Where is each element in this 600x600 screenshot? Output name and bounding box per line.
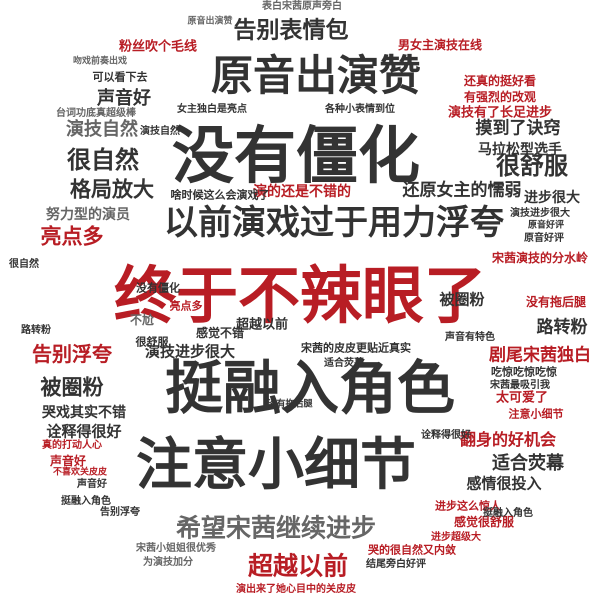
cloud-word: 挺融入角色 bbox=[61, 496, 111, 507]
cloud-word: 真的打动人心 bbox=[42, 440, 102, 451]
cloud-word: 不喜欢关皮皮 bbox=[52, 467, 108, 478]
cloud-word: 吻戏前奏出戏 bbox=[72, 56, 128, 67]
cloud-word: 表白宋茜原声旁白 bbox=[262, 1, 342, 12]
cloud-word: 很舒服 bbox=[496, 152, 568, 180]
cloud-word: 进步超级大 bbox=[431, 532, 481, 543]
cloud-word: 没有僵化 bbox=[171, 119, 421, 192]
cloud-word: 路转粉 bbox=[21, 325, 51, 336]
cloud-word: 可以看下去 bbox=[92, 70, 148, 84]
cloud-word: 进步很大 bbox=[524, 190, 580, 206]
cloud-word: 告别表情包 bbox=[233, 17, 349, 44]
cloud-word: 注意小细节 bbox=[136, 433, 416, 498]
cloud-word: 挺融入角色 bbox=[164, 354, 456, 422]
cloud-word: 台词功底真超级棒 bbox=[56, 108, 136, 119]
cloud-word: 翻身的好机会 bbox=[459, 430, 557, 449]
cloud-word: 感觉不错 bbox=[195, 326, 245, 340]
cloud-word: 粉丝吹个毛线 bbox=[118, 39, 198, 55]
cloud-word: 路转粉 bbox=[536, 317, 588, 338]
cloud-word: 结尾旁白好评 bbox=[366, 559, 426, 570]
cloud-word: 超越以前 bbox=[235, 317, 289, 333]
cloud-word: 诠释得很好 bbox=[421, 430, 471, 441]
cloud-word: 努力型的演员 bbox=[46, 207, 130, 223]
cloud-word: 很自然 bbox=[9, 259, 39, 270]
cloud-word: 女主独白是亮点 bbox=[177, 104, 247, 115]
cloud-word: 告别浮夸 bbox=[32, 342, 112, 366]
cloud-word: 哭戏其实不错 bbox=[42, 405, 126, 421]
cloud-word: 被圈粉 bbox=[40, 375, 104, 400]
cloud-word: 原音好评 bbox=[527, 220, 565, 231]
cloud-word: 没有拖后腿 bbox=[267, 399, 313, 410]
cloud-word: 演技进步很大 bbox=[510, 208, 570, 219]
cloud-word: 摸到了诀窍 bbox=[475, 118, 561, 139]
cloud-word: 注意小细节 bbox=[508, 407, 564, 421]
cloud-word: 吃惊吃惊吃惊 bbox=[491, 365, 557, 379]
cloud-word: 啥时候这么会演戏了 bbox=[170, 188, 270, 202]
cloud-word: 宋茜最吸引我 bbox=[490, 380, 550, 391]
cloud-word: 终于不辣眼了 bbox=[113, 259, 487, 332]
cloud-word: 进步这么惊人 bbox=[435, 499, 501, 513]
cloud-word: 超越以前 bbox=[247, 551, 349, 581]
cloud-word: 演技自然 bbox=[66, 119, 138, 140]
cloud-word: 声音有特色 bbox=[445, 332, 495, 343]
cloud-word: 演技有了长足进步 bbox=[447, 105, 553, 121]
cloud-word: 亮点多 bbox=[40, 224, 104, 249]
cloud-word: 演技自然 bbox=[140, 126, 180, 137]
cloud-word: 太可爱了 bbox=[495, 390, 549, 406]
cloud-word: 马拉松型选手 bbox=[478, 142, 562, 158]
cloud-word: 宋茜的皮皮更贴近真实 bbox=[301, 341, 411, 355]
cloud-word: 适合荧幕 bbox=[324, 358, 364, 369]
cloud-word: 演的还是不错的 bbox=[253, 184, 351, 200]
cloud-word: 还真的挺好看 bbox=[463, 74, 537, 88]
cloud-word: 适合荧幕 bbox=[492, 453, 564, 474]
cloud-word: 挺融入角色 bbox=[483, 508, 533, 519]
cloud-word: 哭的很自然又内敛 bbox=[368, 543, 456, 557]
cloud-word: 告别浮夸 bbox=[100, 507, 140, 518]
cloud-word: 声音好 bbox=[97, 88, 151, 109]
cloud-word: 声音好 bbox=[49, 454, 87, 468]
cloud-word: 还原女主的懦弱 bbox=[402, 180, 522, 201]
cloud-word: 感觉很舒服 bbox=[453, 515, 515, 529]
cloud-word: 宋茜演技的分水岭 bbox=[491, 251, 589, 265]
cloud-word: 感情很投入 bbox=[466, 474, 542, 493]
cloud-word: 剧尾宋茜独白 bbox=[489, 345, 591, 366]
cloud-word: 演出来了她心目中的关皮皮 bbox=[236, 584, 356, 595]
cloud-word: 格局放大 bbox=[70, 177, 154, 202]
cloud-word: 诠释得很好 bbox=[46, 422, 122, 441]
cloud-word: 希望宋茜继续进步 bbox=[175, 513, 377, 543]
cloud-word: 宋茜小姐姐很优秀 bbox=[136, 543, 216, 554]
cloud-word: 原音出演赞 bbox=[210, 51, 422, 100]
cloud-word: 没有拖后腿 bbox=[525, 295, 587, 309]
cloud-word: 原音出演赞 bbox=[187, 16, 233, 27]
cloud-word: 有强烈的改观 bbox=[463, 90, 537, 104]
cloud-word: 很舒服 bbox=[135, 335, 169, 349]
cloud-word: 演技进步很大 bbox=[144, 342, 236, 361]
cloud-word: 不尬 bbox=[129, 313, 155, 327]
cloud-word: 没有僵化 bbox=[136, 281, 180, 295]
cloud-word: 各种小表情到位 bbox=[325, 104, 395, 115]
cloud-word: 被圈粉 bbox=[439, 290, 485, 309]
cloud-word: 原音好评 bbox=[524, 233, 564, 244]
cloud-word: 声音好 bbox=[77, 479, 107, 490]
cloud-word: 男女主演技在线 bbox=[397, 38, 483, 52]
cloud-word: 很自然 bbox=[67, 146, 139, 174]
cloud-word: 为演技加分 bbox=[143, 557, 193, 568]
cloud-word: 亮点多 bbox=[169, 299, 203, 313]
cloud-word: 以前演戏过于用力浮夸 bbox=[164, 203, 504, 243]
